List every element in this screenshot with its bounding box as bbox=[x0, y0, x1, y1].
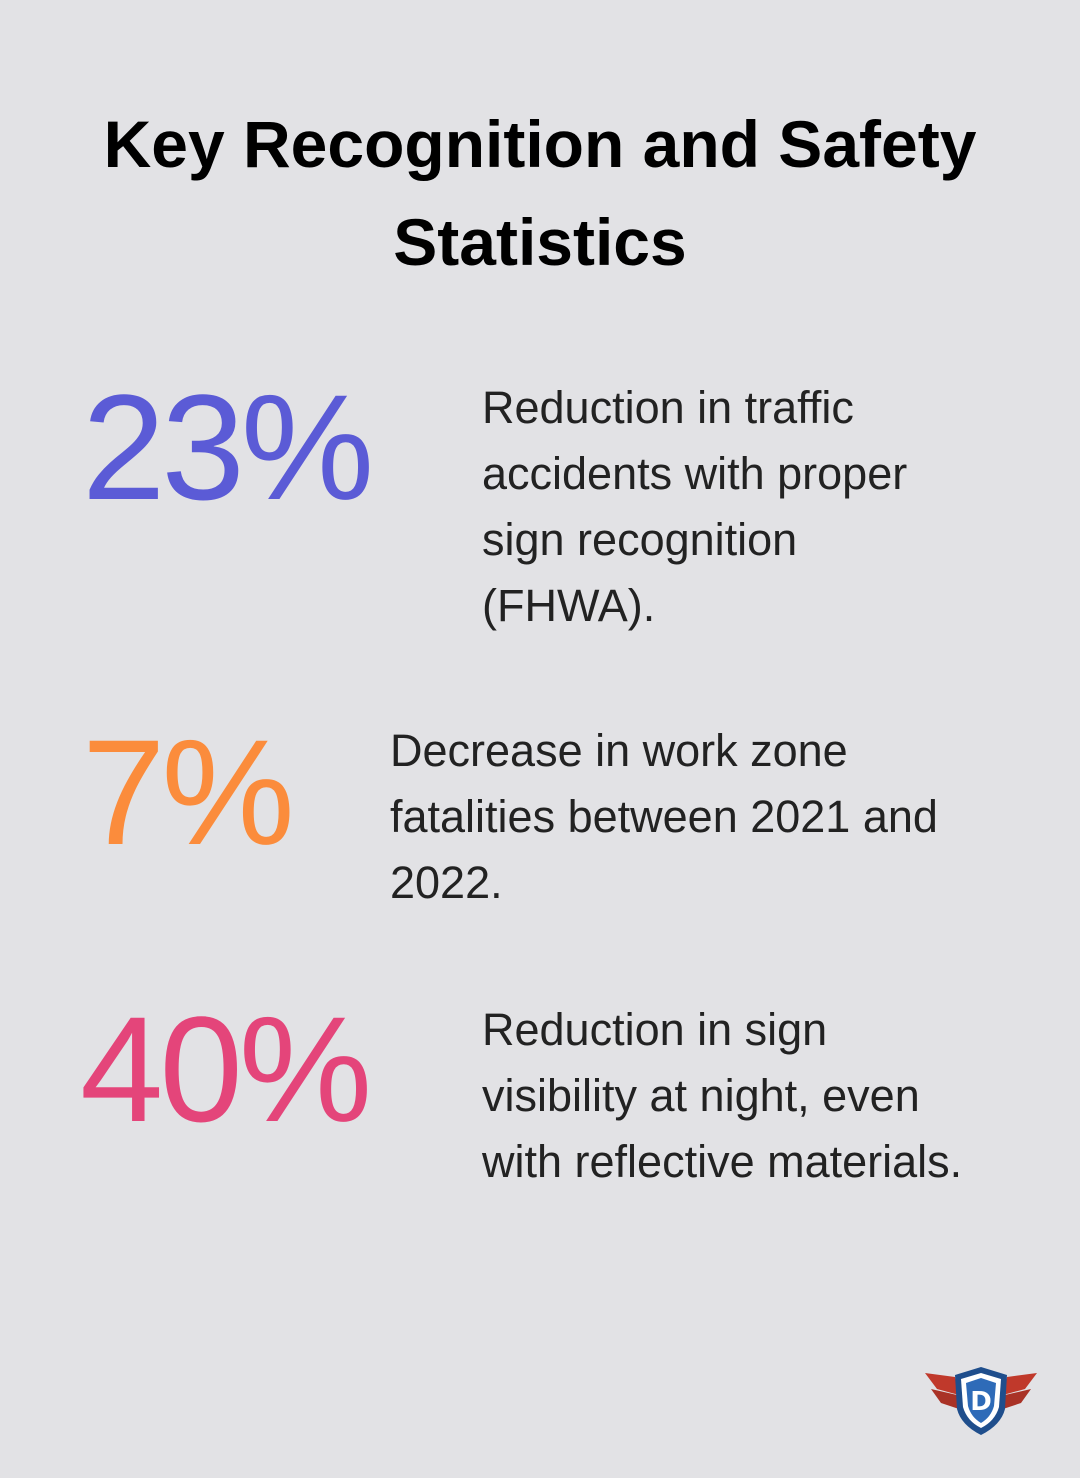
stat-value: 23% bbox=[82, 363, 374, 531]
logo: D bbox=[925, 1367, 1037, 1435]
svg-text:D: D bbox=[970, 1387, 992, 1417]
stat-value: 7% bbox=[82, 708, 295, 876]
stat-description: Decrease in work zone fatalities between… bbox=[390, 725, 938, 908]
title: Key Recognition and Safety Statistics bbox=[103, 107, 977, 279]
stat-value: 40% bbox=[80, 985, 372, 1153]
stat-description: Reduction in sign visibility at night, e… bbox=[482, 1004, 963, 1187]
stat-description: Reduction in traffic accidents with prop… bbox=[482, 382, 908, 631]
